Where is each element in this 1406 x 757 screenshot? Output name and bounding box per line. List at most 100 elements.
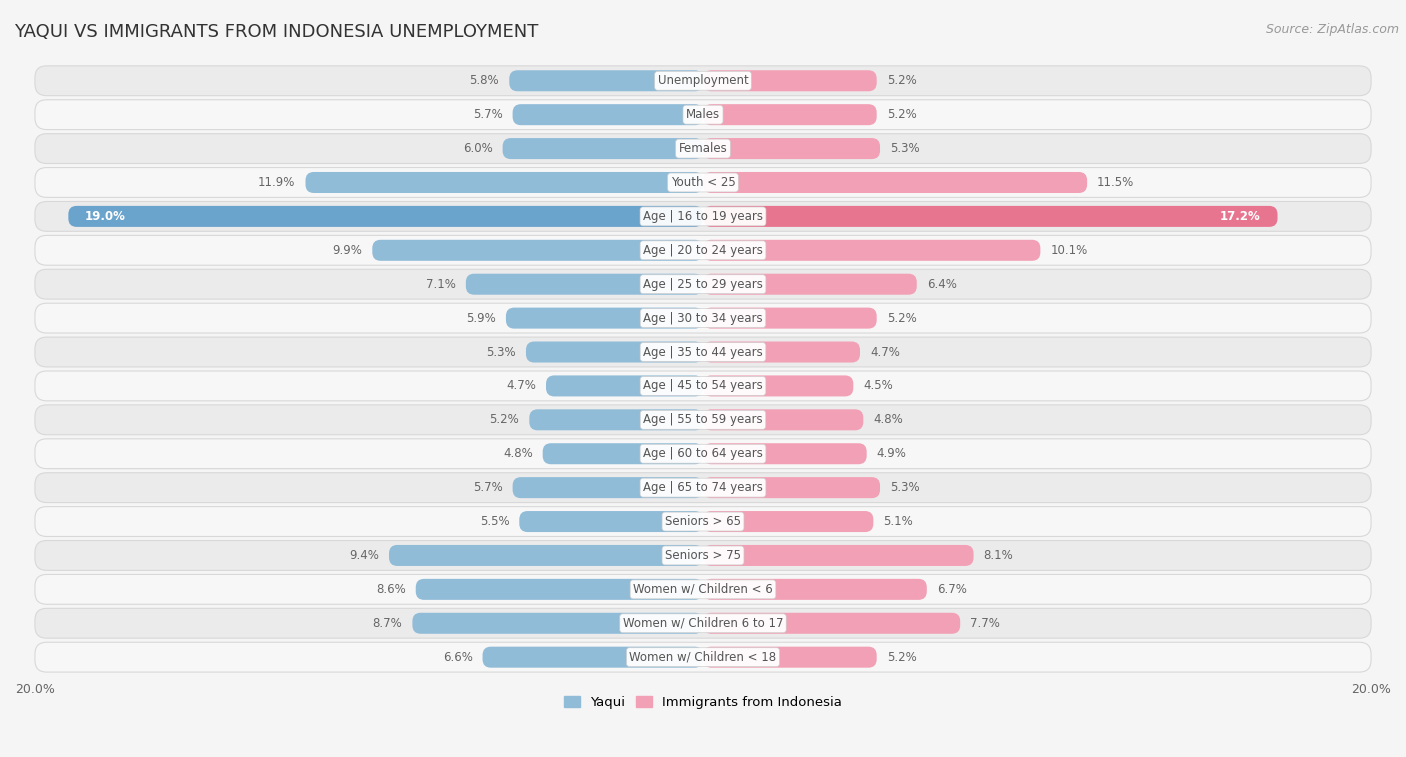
FancyBboxPatch shape bbox=[35, 439, 1371, 469]
FancyBboxPatch shape bbox=[703, 579, 927, 600]
Text: 6.0%: 6.0% bbox=[463, 142, 492, 155]
Text: 19.0%: 19.0% bbox=[84, 210, 127, 223]
Text: 6.7%: 6.7% bbox=[936, 583, 967, 596]
FancyBboxPatch shape bbox=[703, 172, 1087, 193]
Text: Women w/ Children 6 to 17: Women w/ Children 6 to 17 bbox=[623, 617, 783, 630]
FancyBboxPatch shape bbox=[373, 240, 703, 261]
FancyBboxPatch shape bbox=[502, 138, 703, 159]
FancyBboxPatch shape bbox=[35, 540, 1371, 570]
FancyBboxPatch shape bbox=[35, 167, 1371, 198]
Text: 6.4%: 6.4% bbox=[927, 278, 956, 291]
FancyBboxPatch shape bbox=[35, 575, 1371, 604]
FancyBboxPatch shape bbox=[35, 66, 1371, 95]
FancyBboxPatch shape bbox=[703, 307, 877, 329]
FancyBboxPatch shape bbox=[35, 100, 1371, 129]
FancyBboxPatch shape bbox=[703, 206, 1278, 227]
Text: Age | 35 to 44 years: Age | 35 to 44 years bbox=[643, 345, 763, 359]
FancyBboxPatch shape bbox=[703, 375, 853, 397]
FancyBboxPatch shape bbox=[35, 371, 1371, 401]
Text: Youth < 25: Youth < 25 bbox=[671, 176, 735, 189]
FancyBboxPatch shape bbox=[703, 274, 917, 294]
FancyBboxPatch shape bbox=[389, 545, 703, 566]
Text: 4.8%: 4.8% bbox=[503, 447, 533, 460]
FancyBboxPatch shape bbox=[35, 337, 1371, 367]
Legend: Yaqui, Immigrants from Indonesia: Yaqui, Immigrants from Indonesia bbox=[558, 690, 848, 714]
Text: 5.2%: 5.2% bbox=[887, 312, 917, 325]
FancyBboxPatch shape bbox=[506, 307, 703, 329]
Text: 4.9%: 4.9% bbox=[877, 447, 907, 460]
Text: Women w/ Children < 18: Women w/ Children < 18 bbox=[630, 651, 776, 664]
FancyBboxPatch shape bbox=[703, 545, 973, 566]
Text: 9.4%: 9.4% bbox=[349, 549, 380, 562]
Text: Source: ZipAtlas.com: Source: ZipAtlas.com bbox=[1265, 23, 1399, 36]
FancyBboxPatch shape bbox=[546, 375, 703, 397]
FancyBboxPatch shape bbox=[35, 201, 1371, 232]
FancyBboxPatch shape bbox=[703, 138, 880, 159]
Text: 17.2%: 17.2% bbox=[1220, 210, 1261, 223]
Text: Unemployment: Unemployment bbox=[658, 74, 748, 87]
Text: 4.5%: 4.5% bbox=[863, 379, 893, 392]
FancyBboxPatch shape bbox=[703, 104, 877, 125]
FancyBboxPatch shape bbox=[703, 240, 1040, 261]
Text: Seniors > 65: Seniors > 65 bbox=[665, 515, 741, 528]
Text: 11.9%: 11.9% bbox=[259, 176, 295, 189]
FancyBboxPatch shape bbox=[35, 405, 1371, 435]
Text: 8.7%: 8.7% bbox=[373, 617, 402, 630]
Text: 11.5%: 11.5% bbox=[1097, 176, 1135, 189]
Text: 5.3%: 5.3% bbox=[486, 345, 516, 359]
Text: Females: Females bbox=[679, 142, 727, 155]
Text: Males: Males bbox=[686, 108, 720, 121]
Text: 4.8%: 4.8% bbox=[873, 413, 903, 426]
Text: Age | 30 to 34 years: Age | 30 to 34 years bbox=[643, 312, 763, 325]
FancyBboxPatch shape bbox=[543, 443, 703, 464]
FancyBboxPatch shape bbox=[703, 70, 877, 92]
FancyBboxPatch shape bbox=[703, 477, 880, 498]
Text: 8.6%: 8.6% bbox=[375, 583, 406, 596]
Text: 5.7%: 5.7% bbox=[472, 481, 502, 494]
Text: Age | 55 to 59 years: Age | 55 to 59 years bbox=[643, 413, 763, 426]
FancyBboxPatch shape bbox=[35, 235, 1371, 265]
FancyBboxPatch shape bbox=[519, 511, 703, 532]
FancyBboxPatch shape bbox=[703, 646, 877, 668]
Text: Seniors > 75: Seniors > 75 bbox=[665, 549, 741, 562]
FancyBboxPatch shape bbox=[35, 472, 1371, 503]
Text: 7.1%: 7.1% bbox=[426, 278, 456, 291]
FancyBboxPatch shape bbox=[465, 274, 703, 294]
Text: 7.7%: 7.7% bbox=[970, 617, 1000, 630]
FancyBboxPatch shape bbox=[35, 134, 1371, 164]
Text: 9.9%: 9.9% bbox=[332, 244, 363, 257]
FancyBboxPatch shape bbox=[509, 70, 703, 92]
FancyBboxPatch shape bbox=[526, 341, 703, 363]
FancyBboxPatch shape bbox=[412, 612, 703, 634]
Text: 5.2%: 5.2% bbox=[887, 651, 917, 664]
Text: Age | 65 to 74 years: Age | 65 to 74 years bbox=[643, 481, 763, 494]
FancyBboxPatch shape bbox=[513, 104, 703, 125]
Text: Age | 16 to 19 years: Age | 16 to 19 years bbox=[643, 210, 763, 223]
Text: 4.7%: 4.7% bbox=[506, 379, 536, 392]
FancyBboxPatch shape bbox=[35, 506, 1371, 537]
Text: 5.2%: 5.2% bbox=[489, 413, 519, 426]
FancyBboxPatch shape bbox=[35, 304, 1371, 333]
Text: Age | 45 to 54 years: Age | 45 to 54 years bbox=[643, 379, 763, 392]
Text: Age | 25 to 29 years: Age | 25 to 29 years bbox=[643, 278, 763, 291]
Text: 5.3%: 5.3% bbox=[890, 481, 920, 494]
Text: 8.1%: 8.1% bbox=[984, 549, 1014, 562]
Text: Age | 60 to 64 years: Age | 60 to 64 years bbox=[643, 447, 763, 460]
FancyBboxPatch shape bbox=[703, 443, 866, 464]
FancyBboxPatch shape bbox=[482, 646, 703, 668]
FancyBboxPatch shape bbox=[35, 609, 1371, 638]
Text: 10.1%: 10.1% bbox=[1050, 244, 1088, 257]
Text: 5.7%: 5.7% bbox=[472, 108, 502, 121]
Text: Women w/ Children < 6: Women w/ Children < 6 bbox=[633, 583, 773, 596]
FancyBboxPatch shape bbox=[305, 172, 703, 193]
Text: 5.8%: 5.8% bbox=[470, 74, 499, 87]
Text: 5.2%: 5.2% bbox=[887, 108, 917, 121]
FancyBboxPatch shape bbox=[703, 410, 863, 430]
FancyBboxPatch shape bbox=[35, 269, 1371, 299]
FancyBboxPatch shape bbox=[703, 612, 960, 634]
FancyBboxPatch shape bbox=[703, 341, 860, 363]
FancyBboxPatch shape bbox=[703, 511, 873, 532]
Text: 5.9%: 5.9% bbox=[467, 312, 496, 325]
Text: 4.7%: 4.7% bbox=[870, 345, 900, 359]
FancyBboxPatch shape bbox=[69, 206, 703, 227]
